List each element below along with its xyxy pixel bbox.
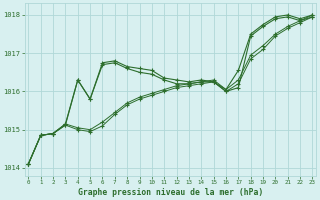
X-axis label: Graphe pression niveau de la mer (hPa): Graphe pression niveau de la mer (hPa) <box>78 188 263 197</box>
